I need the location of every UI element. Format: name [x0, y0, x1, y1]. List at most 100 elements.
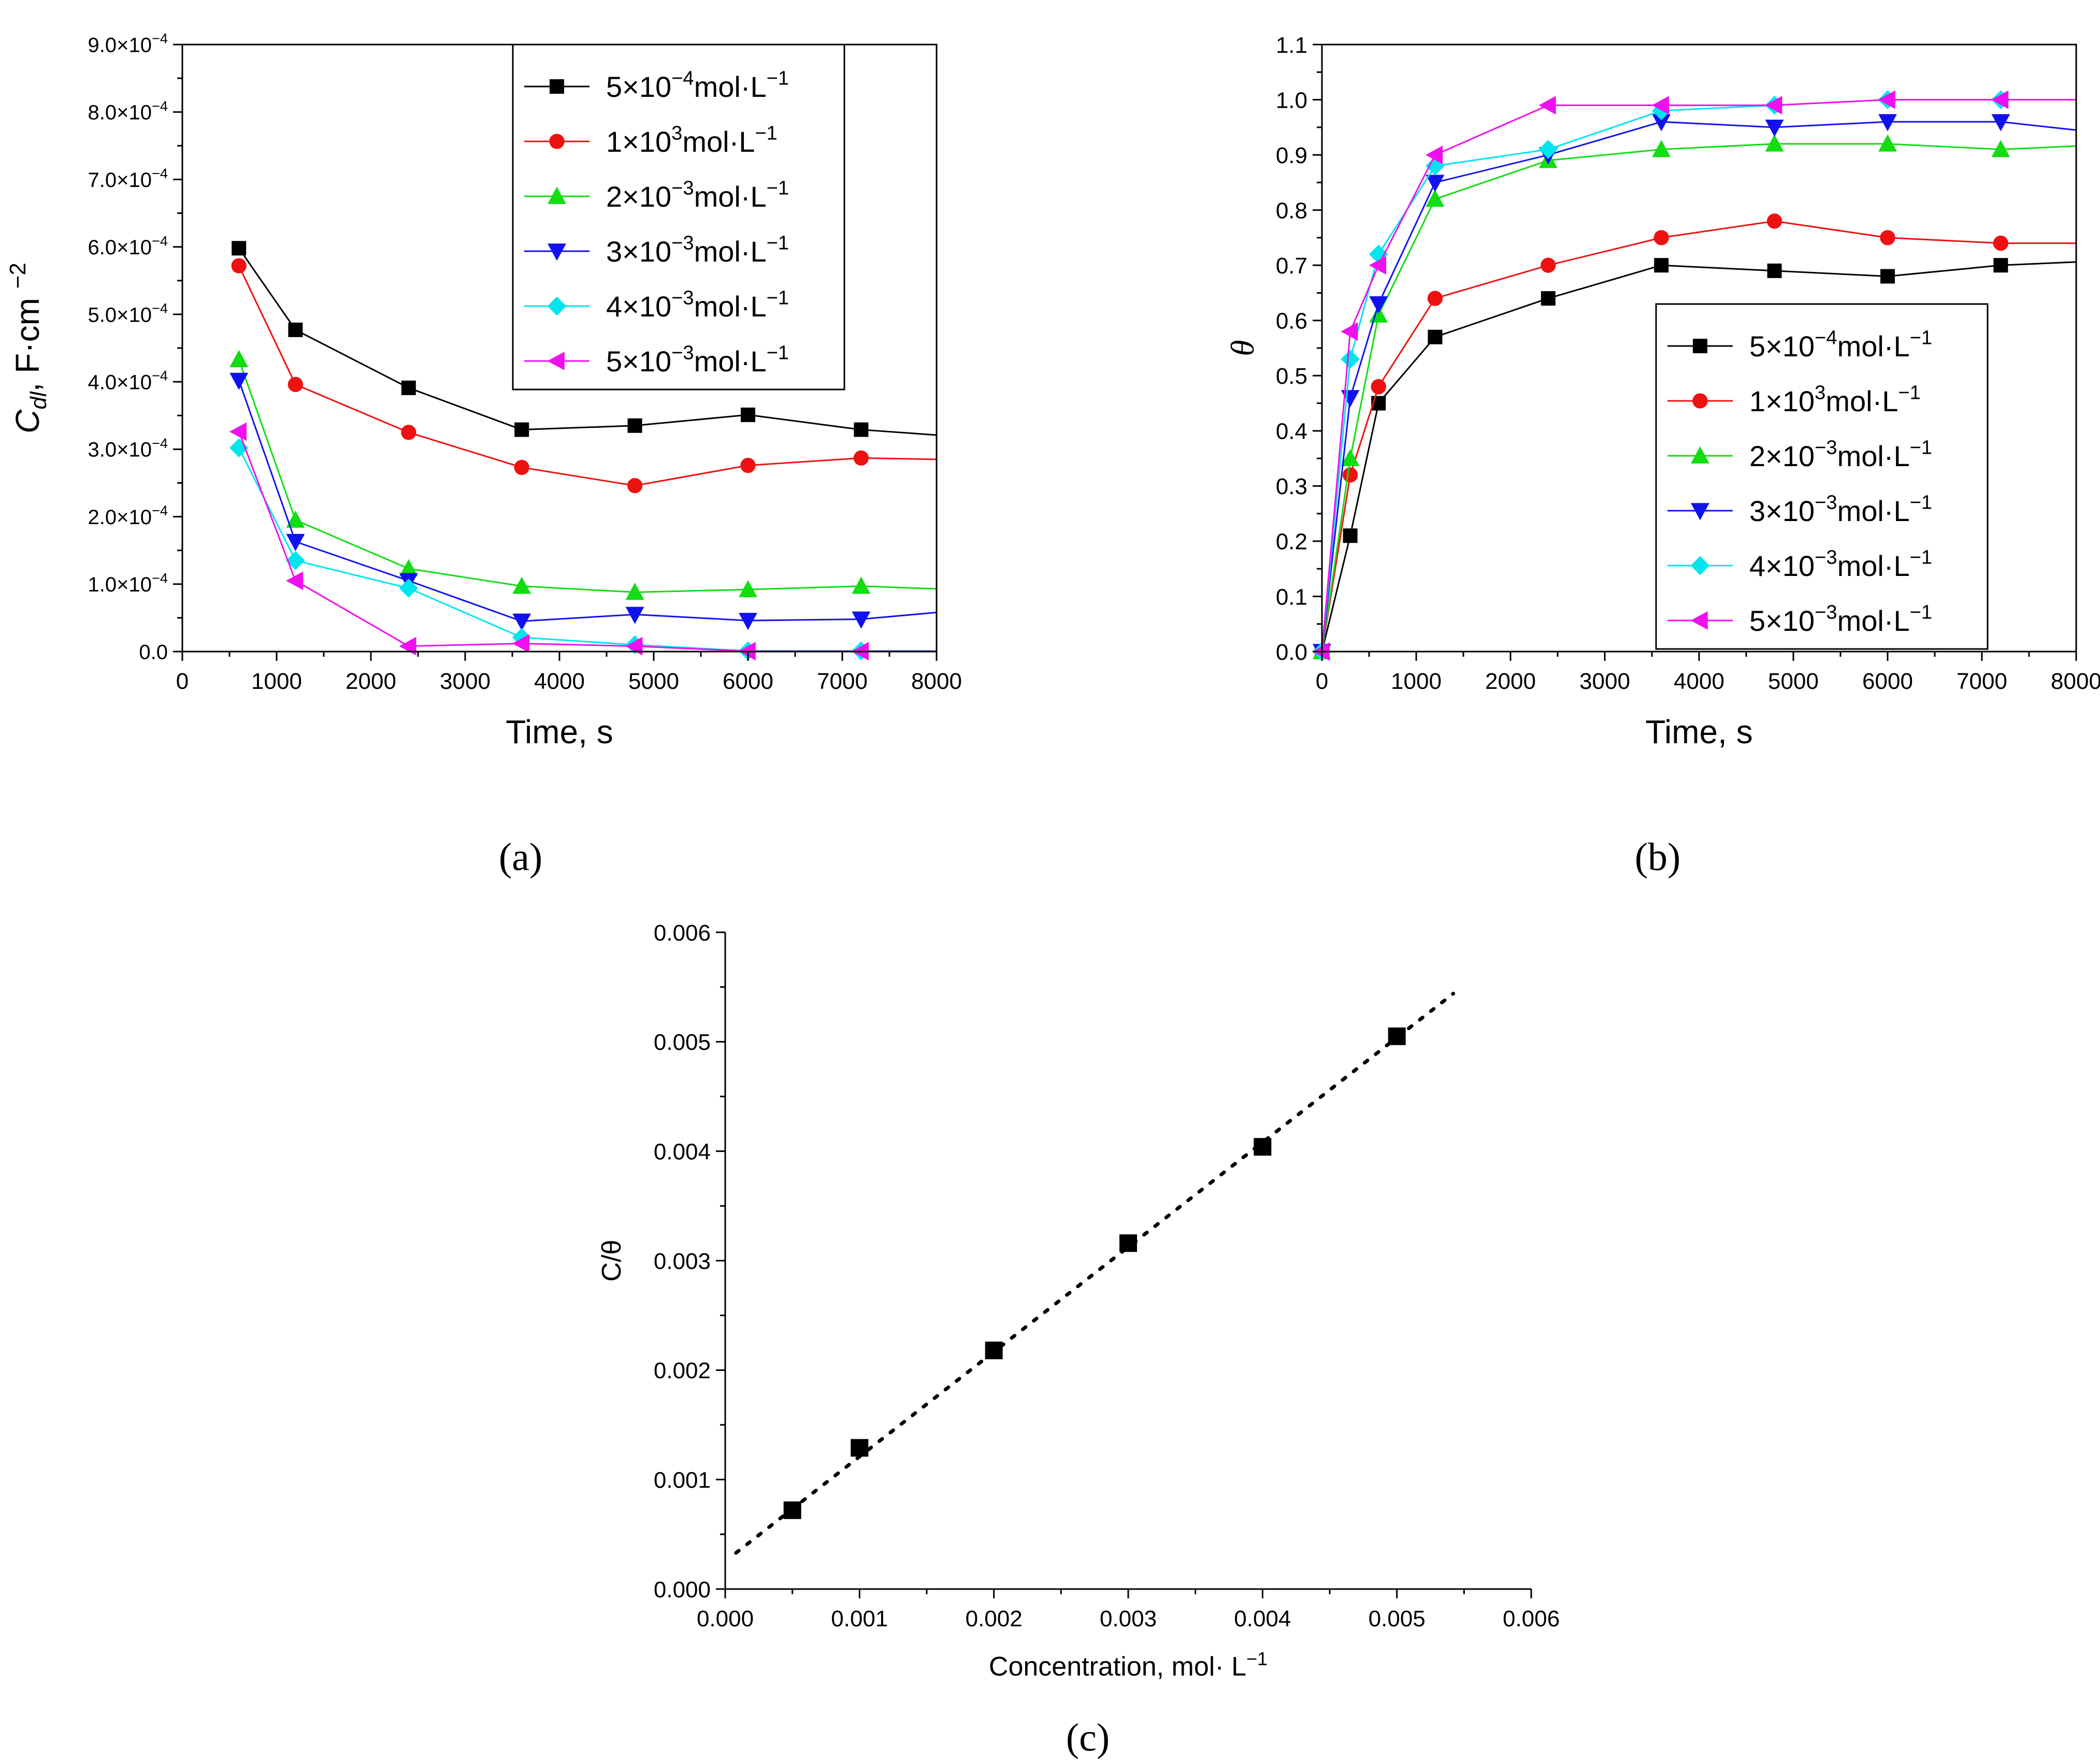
- y-axis-label: C/θ: [597, 1240, 627, 1282]
- y-tick-label: 0.8: [1276, 198, 1307, 223]
- data-point: [1119, 1234, 1137, 1252]
- series-1-point: [853, 450, 869, 466]
- series-5-point: [1651, 96, 1670, 115]
- data-point: [851, 1439, 869, 1457]
- series-4-point: [286, 551, 305, 570]
- chart-panel-c: 0.000 0.001 0.002 0.003 0.004 0.005 0.006 0.00…: [597, 920, 1560, 1759]
- x-tick-label: 0: [1316, 669, 1328, 694]
- fit-line: [734, 991, 1456, 1555]
- legend-entry: 2×10−3mol·L−1: [1667, 437, 1932, 473]
- series-1-point: [627, 478, 643, 494]
- legend-marker: [547, 296, 567, 316]
- series-2-point: [739, 580, 757, 598]
- x-tick-label: 3000: [440, 669, 491, 694]
- series-1-point: [1427, 291, 1443, 306]
- y-tick-label: 8.0×10−4: [88, 98, 168, 124]
- series-3-point: [229, 372, 249, 390]
- y-tick-label: 0.006: [654, 920, 711, 946]
- y-tick-label: 4.0×10−4: [88, 368, 168, 394]
- series-0-line: [1321, 261, 2077, 652]
- series-1-point: [1653, 230, 1669, 246]
- x-tick-label: 4000: [534, 669, 585, 694]
- y-tick-label: 9.0×10−4: [88, 31, 168, 57]
- panel-label-b: (b): [1635, 835, 1681, 879]
- y-tick-label: 1.0: [1276, 88, 1307, 113]
- legend-label: 5×10−3mol·L−1: [1749, 602, 1932, 638]
- x-tick-label: 4000: [1674, 669, 1724, 694]
- series-1-point: [1766, 213, 1782, 229]
- series-1: [231, 258, 937, 494]
- legend-entry: 3×10−3mol·L−1: [524, 233, 789, 268]
- series-0-point: [1428, 329, 1443, 344]
- series-3-point: [1991, 114, 2010, 132]
- series-2-point: [625, 583, 644, 600]
- series-1-line: [238, 265, 937, 487]
- y-tick-label: 0.0: [139, 641, 168, 663]
- x-axis-ticks: 0 1000 2000 3000 4000 5000 6000 7000 8000: [176, 652, 962, 694]
- series-2-point: [1991, 140, 2010, 157]
- legend-label: 5×10−3mol·L−1: [606, 342, 789, 378]
- series-2-point: [852, 576, 871, 594]
- series-5-point: [1765, 96, 1782, 115]
- y-tick-label: 0.3: [1276, 474, 1307, 499]
- series-1-point: [1371, 379, 1386, 395]
- series-1-point: [740, 457, 756, 473]
- legend-label: 1×103mol·L−1: [606, 123, 778, 158]
- data-point: [1254, 1138, 1272, 1156]
- x-tick-label: 2000: [346, 669, 396, 694]
- series-3-point: [739, 613, 757, 630]
- x-axis-label: Time, s: [1645, 713, 1752, 750]
- y-tick-label: 0.0: [1276, 640, 1307, 665]
- y-tick-label: 0.003: [654, 1249, 711, 1274]
- legend-marker: [1692, 393, 1708, 409]
- data-point: [783, 1501, 801, 1519]
- y-tick-label: 0.001: [654, 1468, 711, 1493]
- y-tick-label: 0.9: [1276, 143, 1307, 168]
- series-1-point: [1541, 257, 1556, 273]
- series-2-point: [286, 510, 305, 528]
- legend-entry: 5×10−4mol·L−1: [524, 68, 789, 103]
- series-5-point: [399, 637, 416, 656]
- chart-panel-b: 0 1000 2000 3000 4000 5000 6000 7000 8000 0.0 0.1…: [1224, 33, 2100, 879]
- legend-marker: [549, 134, 565, 149]
- series-0-point: [1767, 263, 1782, 278]
- series-0-point: [1880, 269, 1895, 284]
- series-5-point: [286, 571, 304, 590]
- legend-label: 3×10−3mol·L−1: [606, 233, 789, 268]
- series-0-line: [238, 248, 937, 436]
- legend-entry: 1×103mol·L−1: [1667, 382, 1921, 417]
- data-point: [1388, 1027, 1406, 1045]
- series-2: [229, 350, 937, 600]
- legend-marker: [548, 186, 566, 204]
- series-5-point: [229, 422, 247, 441]
- series-5: [1312, 90, 2076, 661]
- y-axis-ticks: 0.0 1.0×10−4 2.0×10−4 3.0×10−4 4.0×10−4 5.0×1…: [88, 31, 182, 663]
- legend-label: 2×10−3mol·L−1: [1749, 437, 1932, 473]
- series-0-point: [1993, 258, 2008, 273]
- series-5-point: [512, 634, 530, 653]
- series-2-point: [1765, 134, 1784, 152]
- legend-entry: 1×103mol·L−1: [524, 123, 778, 158]
- legend-label: 3×10−3mol·L−1: [1749, 492, 1932, 528]
- x-tick-label: 5000: [628, 669, 679, 694]
- series-0-point: [1343, 528, 1358, 543]
- panel-label-a: (a): [499, 835, 542, 879]
- series-3-line: [238, 380, 937, 622]
- series-2-point: [229, 350, 249, 367]
- series-5-point: [1426, 146, 1443, 165]
- y-tick-label: 0.2: [1276, 529, 1307, 555]
- legend-label: 4×10−3mol·L−1: [606, 287, 789, 323]
- y-tick-label: 0.5: [1276, 364, 1307, 389]
- series-5-point: [1341, 322, 1358, 341]
- series-0-point: [514, 422, 529, 437]
- panel-label-c: (c): [1066, 1716, 1110, 1759]
- y-tick-label: 6.0×10−4: [88, 233, 168, 259]
- series-0-point: [627, 418, 642, 433]
- legend-marker: [1693, 339, 1707, 353]
- data-point: [985, 1341, 1003, 1360]
- x-tick-label: 6000: [723, 669, 773, 694]
- legend-marker: [1691, 446, 1709, 464]
- y-tick-label: 0.7: [1276, 253, 1307, 279]
- series-0-point: [854, 422, 869, 437]
- x-axis-ticks: 0.000 0.001 0.002 0.003 0.004 0.005 0.006: [697, 1589, 1560, 1632]
